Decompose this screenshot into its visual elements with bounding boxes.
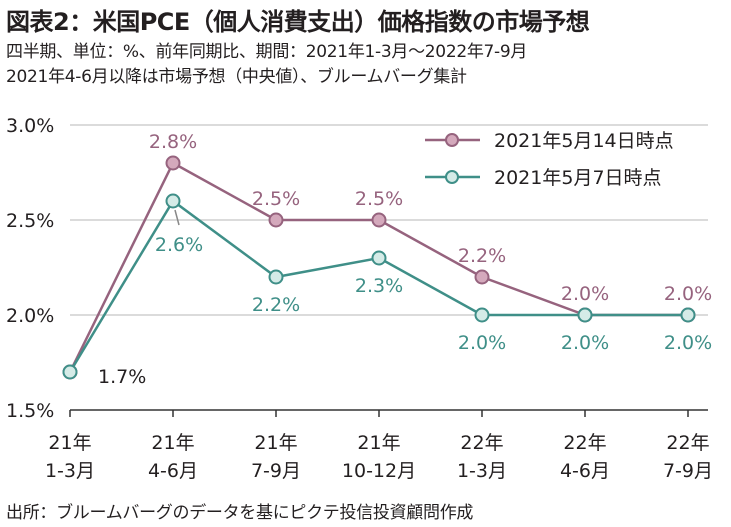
chart-title: 図表2：米国PCE（個人消費支出）価格指数の市場予想 (6, 8, 590, 36)
label-leader-line (174, 209, 180, 226)
data-point-may7 (268, 269, 284, 285)
chart-subtitle-note: 2021年4-6月以降は市場予想（中央値）、ブルームバーグ集計 (6, 67, 467, 87)
x-tick-label-year: 22年 (563, 432, 606, 454)
data-labels: 2.8% 2.5% 2.5% 2.2% 2.0% 2.0% 1.7% 2.6% 2.2% 2.3%… (98, 131, 712, 388)
data-point-may7 (165, 193, 181, 209)
data-label-may7: 1.7% (98, 366, 146, 388)
x-tick-label-months: 4-6月 (560, 460, 610, 482)
data-point-may7 (474, 307, 490, 323)
x-tick-label-months: 1-3月 (457, 460, 507, 482)
data-point-may14 (371, 212, 387, 228)
x-tick-label-months: 7-9月 (251, 460, 301, 482)
data-label-may7: 2.2% (252, 294, 300, 316)
x-tick-label-year: 21年 (151, 432, 194, 454)
x-tick-label-months: 10-12月 (342, 460, 416, 482)
x-tick-label-months: 4-6月 (148, 460, 198, 482)
data-label-may7: 2.3% (355, 275, 403, 297)
x-tick-label-year: 21年 (357, 432, 400, 454)
legend-marker (445, 133, 459, 147)
legend-label: 2021年5月7日時点 (494, 167, 662, 189)
y-tick-label: 2.0% (6, 305, 54, 327)
legend-label: 2021年5月14日時点 (494, 130, 674, 152)
x-tick-label-year: 21年 (48, 432, 91, 454)
legend-marker (445, 170, 459, 184)
data-label-may14: 2.0% (561, 283, 609, 305)
data-point-may14 (165, 155, 181, 171)
data-point-may14 (268, 212, 284, 228)
y-tick-label: 1.5% (6, 400, 54, 422)
legend: 2021年5月14日時点 2021年5月7日時点 (425, 130, 674, 189)
data-label-may7: 2.6% (155, 234, 203, 256)
chart-subtitle-period: 四半期、単位：%、前年同期比、期間：2021年1-3月～2022年7-9月 (6, 42, 528, 62)
data-label-may14: 2.5% (252, 188, 300, 210)
data-point-may7 (371, 250, 387, 266)
x-tick-label-year: 22年 (460, 432, 503, 454)
data-label-may14: 2.8% (149, 131, 197, 153)
data-label-may7: 2.0% (458, 332, 506, 354)
data-point-may7 (62, 364, 78, 380)
x-tick-label-months: 1-3月 (45, 460, 95, 482)
data-label-may14: 2.5% (355, 188, 403, 210)
data-point-may7 (680, 307, 696, 323)
data-label-may7: 2.0% (664, 332, 712, 354)
x-tick-label-months: 7-9月 (663, 460, 713, 482)
series-lines (62, 155, 696, 380)
y-tick-label: 3.0% (6, 115, 54, 137)
x-tick-label-year: 21年 (254, 432, 297, 454)
axes: 1.5% 2.0% 2.5% 3.0% 21年 1-3月 21年 4-6月 21年 7-9月 21年… (6, 115, 713, 482)
data-label-may7: 2.0% (561, 332, 609, 354)
x-tick-label-year: 22年 (666, 432, 709, 454)
data-label-may14: 2.2% (458, 245, 506, 267)
data-point-may7 (577, 307, 593, 323)
y-tick-label: 2.5% (6, 210, 54, 232)
source-note: 出所：ブルームバーグのデータを基にピクテ投信投資顧問作成 (6, 503, 474, 523)
data-label-may14: 2.0% (664, 283, 712, 305)
data-point-may14 (474, 269, 490, 285)
